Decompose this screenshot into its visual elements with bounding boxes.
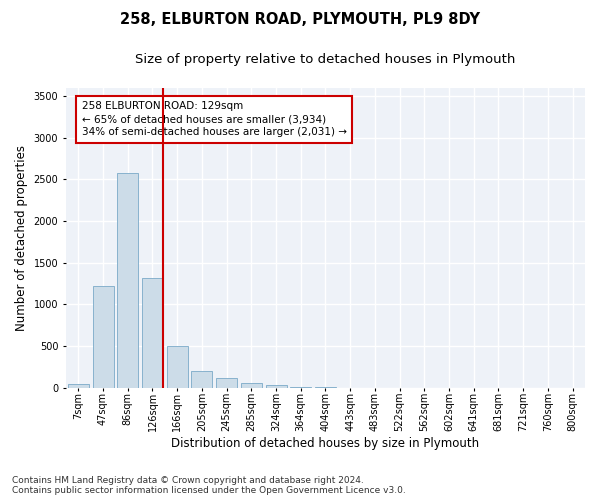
Bar [167,346,188,388]
Bar [92,286,113,388]
Title: Size of property relative to detached houses in Plymouth: Size of property relative to detached ho… [135,52,515,66]
Bar [117,172,138,388]
Bar [216,378,237,388]
X-axis label: Distribution of detached houses by size in Plymouth: Distribution of detached houses by size … [172,437,479,450]
Text: 258 ELBURTON ROAD: 129sqm
← 65% of detached houses are smaller (3,934)
34% of se: 258 ELBURTON ROAD: 129sqm ← 65% of detac… [82,101,347,138]
Bar [68,384,89,388]
Bar [290,387,311,388]
Bar [241,383,262,388]
Text: Contains public sector information licensed under the Open Government Licence v3: Contains public sector information licen… [12,486,406,495]
Y-axis label: Number of detached properties: Number of detached properties [15,144,28,330]
Bar [191,371,212,388]
Bar [142,278,163,388]
Text: 258, ELBURTON ROAD, PLYMOUTH, PL9 8DY: 258, ELBURTON ROAD, PLYMOUTH, PL9 8DY [120,12,480,28]
Bar [266,386,287,388]
Text: Contains HM Land Registry data © Crown copyright and database right 2024.: Contains HM Land Registry data © Crown c… [12,476,364,485]
